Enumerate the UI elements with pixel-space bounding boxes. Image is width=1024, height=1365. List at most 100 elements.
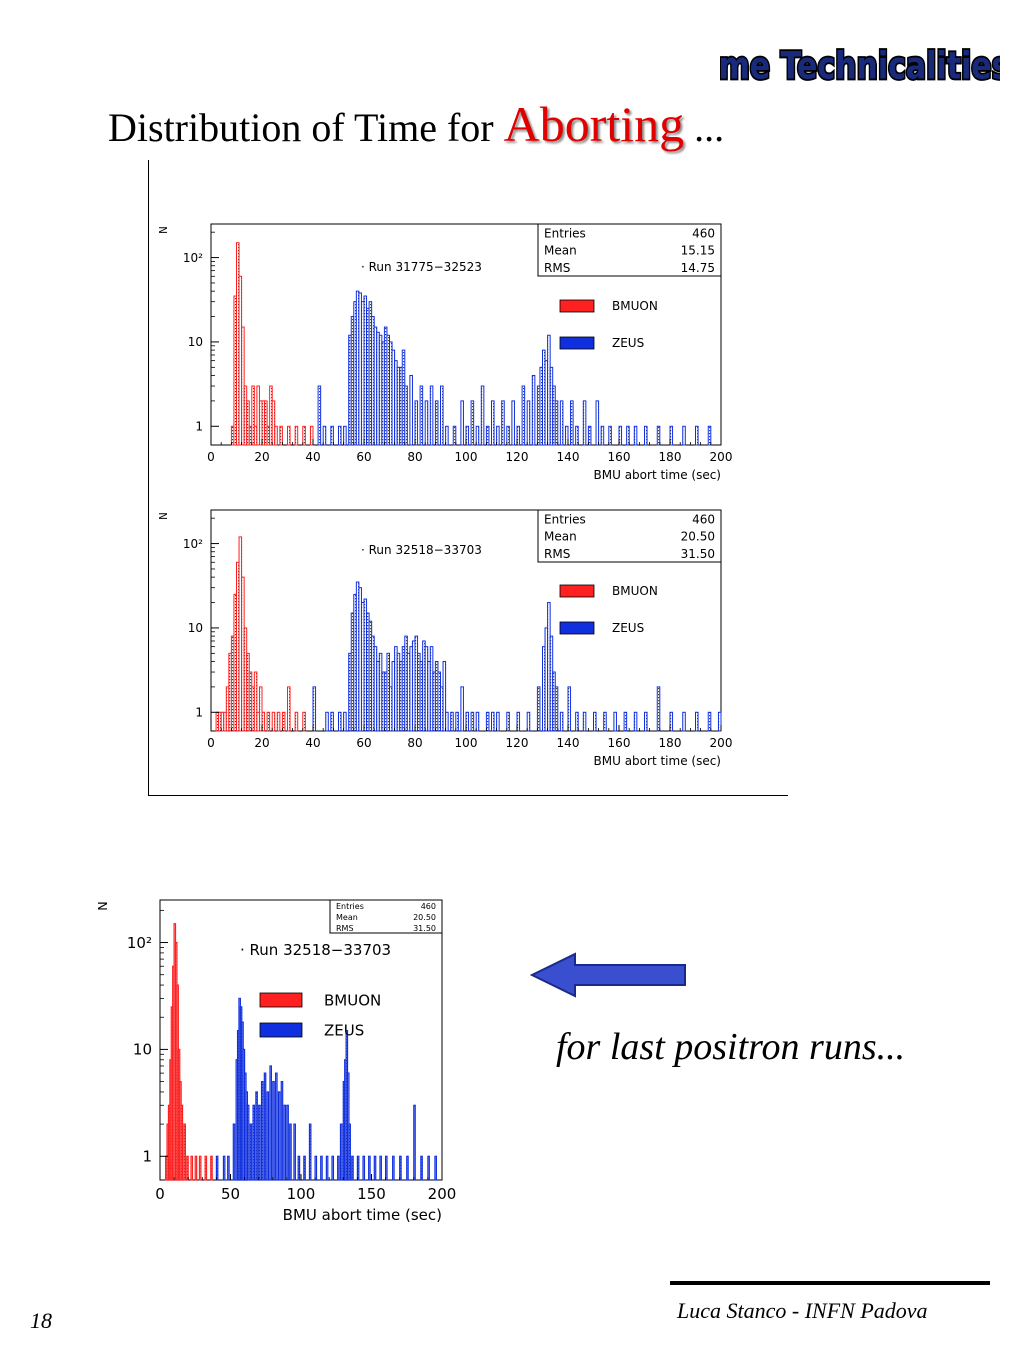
- stats-value: 15.15: [681, 244, 715, 258]
- legend-label: BMUON: [612, 299, 658, 313]
- histogram-bar: [276, 711, 281, 732]
- histogram-bar: [526, 711, 531, 732]
- histogram-bottom: 0 20 40 60 80 100 120 140 160 180 200 1 10 10² BMU abo…: [156, 509, 732, 768]
- histogram-bar: [194, 1155, 198, 1181]
- histogram-bar: [275, 1072, 278, 1181]
- histogram-bar: [338, 711, 342, 732]
- arrow-shape: [530, 952, 686, 998]
- histogram-bar: [452, 425, 457, 446]
- histogram-bar: [325, 711, 329, 732]
- histogram-bar: [293, 1123, 296, 1181]
- histogram-bar: [272, 1080, 275, 1181]
- histogram-bar: [506, 711, 510, 732]
- y-tick-label: 10: [188, 335, 203, 349]
- histogram-bar: [587, 425, 592, 446]
- histogram-bar: [707, 425, 712, 446]
- legend-label: BMUON: [612, 584, 658, 598]
- histogram-bar: [440, 385, 444, 446]
- x-tick-label: 200: [710, 450, 733, 464]
- histogram-bar: [470, 400, 475, 446]
- stats-key: Mean: [544, 530, 577, 544]
- stats-value: 14.75: [681, 261, 715, 275]
- x-tick-label: 40: [305, 450, 320, 464]
- histogram-bar: [475, 425, 480, 446]
- histogram-bar: [302, 425, 306, 446]
- x-tick-label: 0: [155, 1185, 165, 1203]
- histogram-bar: [600, 425, 605, 446]
- y-tick-label: 10²: [183, 537, 203, 551]
- histogram-bar: [455, 711, 459, 732]
- histogram-bar: [450, 711, 454, 732]
- histogram-bar: [330, 425, 334, 446]
- histogram-bar: [266, 711, 271, 732]
- histogram-bar: [521, 385, 526, 446]
- histogram-bar: [198, 1155, 202, 1181]
- legend-swatch: [559, 336, 595, 350]
- histogram-bar: [644, 425, 648, 446]
- histogram-bar: [303, 1155, 306, 1181]
- histogram-bar: [287, 686, 291, 732]
- histogram-bar: [356, 1155, 360, 1181]
- histogram-bar: [413, 1104, 416, 1181]
- legend-swatch: [259, 1022, 303, 1038]
- y-tick-label: 1: [195, 419, 203, 433]
- histogram-bar: [582, 711, 587, 732]
- histogram-bar: [297, 1155, 301, 1181]
- histogram-bar: [516, 425, 521, 446]
- histogram-bar: [531, 374, 536, 446]
- left-arrow-icon: [530, 952, 686, 998]
- footer-divider: [670, 1281, 990, 1285]
- histogram-bar: [180, 1104, 184, 1181]
- histogram-bar: [496, 425, 500, 446]
- histogram-bar: [379, 1155, 382, 1181]
- y-axis-label: N: [94, 901, 109, 911]
- histogram-bar: [309, 425, 314, 446]
- histogram-bar: [485, 425, 490, 446]
- x-tick-label: 80: [407, 736, 422, 750]
- x-axis-label: BMU abort time (sec): [594, 468, 721, 482]
- histogram-bar: [496, 711, 500, 732]
- x-tick-label: 20: [254, 736, 269, 750]
- x-tick-label: 200: [428, 1185, 457, 1203]
- histogram-bar: [251, 385, 255, 446]
- histogram-bar: [183, 1123, 186, 1181]
- histogram-bar: [613, 711, 617, 732]
- histogram-bar: [252, 1104, 256, 1181]
- x-tick-label: 160: [608, 736, 631, 750]
- title-suffix: ...: [694, 105, 725, 150]
- histogram-bar: [368, 1155, 371, 1181]
- x-axis-label: BMU abort time (sec): [283, 1206, 442, 1224]
- x-tick-label: 0: [207, 450, 215, 464]
- histogram-bar: [314, 1155, 318, 1181]
- histogram-bar: [337, 1155, 340, 1181]
- histogram-bar: [264, 400, 268, 446]
- histogram-bar: [501, 400, 505, 446]
- histogram-bar: [312, 686, 317, 732]
- histogram-bar: [283, 1104, 287, 1181]
- histogram-bar: [186, 1155, 189, 1181]
- x-tick-label: 120: [506, 450, 529, 464]
- histogram-bar: [287, 425, 291, 446]
- histogram-bar: [445, 711, 449, 732]
- histogram-bar: [669, 425, 674, 446]
- x-tick-label: 100: [455, 450, 478, 464]
- some-technicalities-logo: Some Technicalities... Some Technicaliti…: [720, 43, 1000, 91]
- histogram-bar: [465, 425, 470, 446]
- caption: for last positron runs...: [556, 1026, 906, 1068]
- histogram-bar: [491, 711, 495, 732]
- histogram-mini: 0 50 100 150 200 1 10 10² BMU abort time (sec) N ·…: [94, 899, 457, 1224]
- y-tick-label: 1: [142, 1148, 152, 1166]
- x-tick-label: 0: [207, 736, 215, 750]
- stats-box: [329, 899, 443, 934]
- legend-swatch: [259, 992, 303, 1008]
- histogram-bar: [343, 425, 347, 446]
- stats-key: Mean: [336, 913, 358, 922]
- histogram-bar: [618, 425, 623, 446]
- histogram-bar: [595, 400, 600, 446]
- histogram-bar: [460, 400, 464, 446]
- x-tick-label: 180: [659, 450, 682, 464]
- histogram-bar: [480, 385, 485, 446]
- legend-swatch: [559, 299, 595, 313]
- histogram-bar: [274, 425, 278, 446]
